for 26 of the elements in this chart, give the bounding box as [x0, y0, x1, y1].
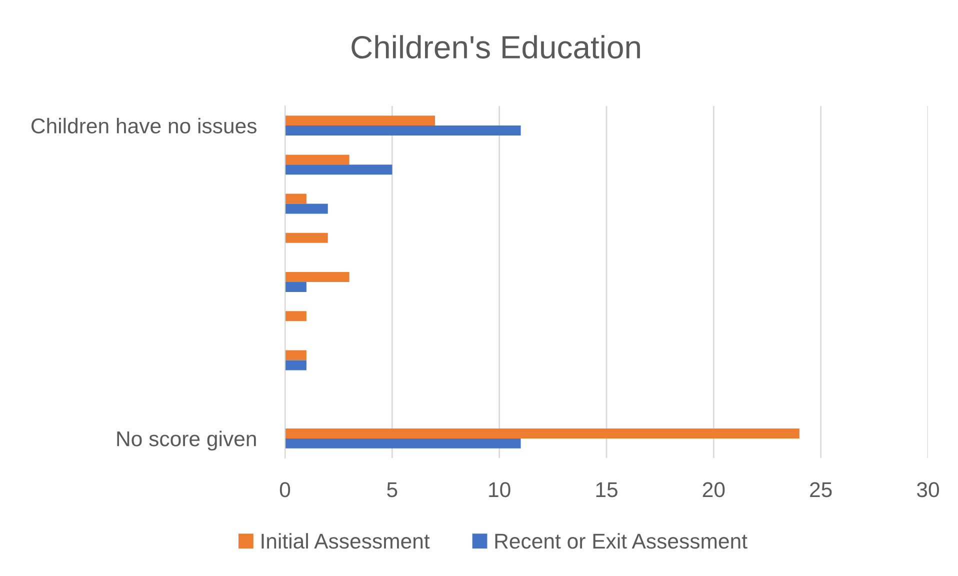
bar	[285, 232, 328, 243]
chart-title: Children's Education	[352, 35, 640, 59]
bar	[285, 194, 306, 204]
bar	[285, 164, 392, 175]
bar	[285, 272, 350, 282]
bar	[285, 360, 306, 370]
bar	[285, 428, 800, 438]
x-tick-label: 0	[280, 482, 290, 498]
legend-label: Recent or Exit Assessment	[495, 533, 748, 549]
bar	[285, 438, 521, 448]
x-tick-label: 30	[916, 482, 939, 498]
bar	[285, 350, 306, 360]
legend-label: Initial Assessment	[262, 533, 430, 549]
bar	[285, 116, 436, 126]
x-tick-label: 20	[702, 482, 725, 498]
bar	[285, 154, 350, 165]
bar	[285, 311, 306, 322]
x-tick-label: 15	[596, 482, 618, 498]
y-tick-label: No score given	[117, 430, 256, 451]
x-tick-label: 25	[810, 482, 832, 498]
bar	[285, 282, 306, 292]
x-tick-label: 5	[387, 482, 398, 498]
x-tick-label: 10	[489, 482, 510, 498]
y-tick-label: Children have no issues	[32, 118, 256, 134]
bar	[285, 204, 328, 214]
bar	[285, 126, 521, 136]
